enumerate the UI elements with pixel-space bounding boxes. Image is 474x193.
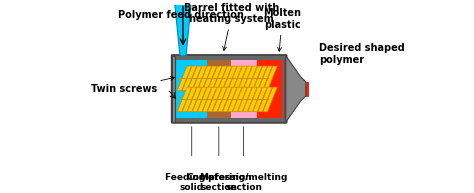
Text: Feeding of
solid: Feeding of solid — [165, 173, 219, 192]
Polygon shape — [263, 87, 277, 112]
FancyBboxPatch shape — [172, 55, 287, 123]
Polygon shape — [258, 66, 272, 91]
Polygon shape — [192, 66, 207, 91]
Polygon shape — [258, 87, 272, 112]
Polygon shape — [223, 66, 237, 91]
Polygon shape — [285, 60, 302, 118]
Polygon shape — [228, 66, 242, 91]
Polygon shape — [253, 66, 267, 91]
Polygon shape — [238, 66, 252, 91]
Polygon shape — [233, 87, 247, 112]
Text: Barrel fitted with
heating system: Barrel fitted with heating system — [184, 3, 279, 50]
Polygon shape — [263, 66, 277, 91]
Polygon shape — [177, 87, 191, 112]
Polygon shape — [182, 66, 197, 91]
Bar — [176, 60, 207, 118]
Bar — [207, 60, 230, 118]
Polygon shape — [187, 66, 201, 91]
Text: Desired shaped
polymer: Desired shaped polymer — [319, 43, 405, 65]
Polygon shape — [197, 87, 212, 112]
Polygon shape — [218, 66, 232, 91]
Bar — [230, 60, 257, 118]
Bar — [172, 56, 175, 122]
Text: Hopper: Hopper — [0, 192, 1, 193]
Polygon shape — [182, 87, 197, 112]
Polygon shape — [286, 56, 306, 122]
Text: Twin screws: Twin screws — [91, 76, 174, 94]
Polygon shape — [248, 87, 262, 112]
Text: Polymer feed direction: Polymer feed direction — [118, 10, 244, 20]
Bar — [176, 60, 282, 118]
Polygon shape — [243, 87, 257, 112]
Polygon shape — [208, 66, 222, 91]
Polygon shape — [233, 66, 247, 91]
Polygon shape — [174, 0, 191, 56]
Polygon shape — [228, 87, 242, 112]
Polygon shape — [208, 87, 222, 112]
Bar — [299, 82, 308, 96]
Text: Compression
section: Compression section — [186, 173, 252, 192]
Polygon shape — [197, 66, 212, 91]
Text: Metering/melting
section: Metering/melting section — [200, 173, 288, 192]
Polygon shape — [192, 87, 207, 112]
Polygon shape — [238, 87, 252, 112]
Polygon shape — [212, 66, 227, 91]
Polygon shape — [248, 66, 262, 91]
Polygon shape — [212, 87, 227, 112]
Bar — [257, 60, 282, 118]
Polygon shape — [202, 87, 217, 112]
Polygon shape — [218, 87, 232, 112]
Polygon shape — [187, 87, 201, 112]
Polygon shape — [223, 87, 237, 112]
Polygon shape — [243, 66, 257, 91]
Text: Molten
plastic: Molten plastic — [264, 8, 301, 51]
Polygon shape — [253, 87, 267, 112]
Polygon shape — [177, 66, 191, 91]
Polygon shape — [202, 66, 217, 91]
